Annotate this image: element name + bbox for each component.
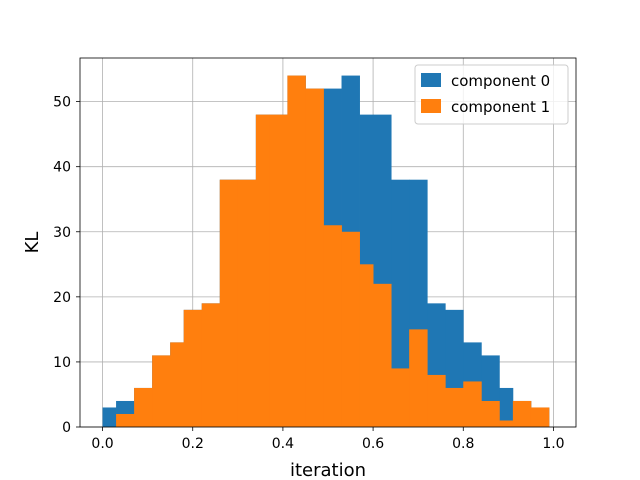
y-tick-label: 0 <box>62 420 71 436</box>
histogram-bar <box>116 413 135 427</box>
x-tick-label: 1.0 <box>542 436 564 452</box>
legend-label-component-0: component 0 <box>451 72 550 90</box>
histogram-bar <box>359 264 374 427</box>
y-tick-label: 10 <box>53 355 71 371</box>
y-tick-label: 40 <box>53 160 71 176</box>
histogram-bar <box>269 114 288 427</box>
legend: component 0 component 1 <box>414 64 569 125</box>
legend-swatch-component-0 <box>421 73 441 87</box>
histogram-bar <box>219 179 239 427</box>
histogram-bar <box>530 407 550 427</box>
legend-box <box>414 64 569 125</box>
histogram-bar <box>237 179 257 427</box>
histogram-bar <box>373 283 392 427</box>
x-tick-label: 0.8 <box>452 436 474 452</box>
histogram-bar <box>445 387 464 427</box>
histogram-bar <box>499 420 514 427</box>
histogram-bar <box>427 374 446 427</box>
histogram-bar <box>499 387 514 427</box>
axis-ticks: 0.0 0.2 0.4 0.6 0.8 1.0 0 10 20 30 40 50 <box>53 95 564 452</box>
series-component-1 <box>116 75 550 428</box>
legend-swatch-component-1 <box>421 99 441 113</box>
y-axis-label: KL <box>22 232 43 254</box>
x-tick-label: 0.6 <box>362 436 384 452</box>
histogram-bar <box>287 75 306 428</box>
histogram-bar <box>183 309 203 427</box>
histogram-bar <box>102 407 117 427</box>
histogram-bar <box>305 88 324 427</box>
y-tick-label: 20 <box>53 290 71 306</box>
y-tick-label: 30 <box>53 225 71 241</box>
histogram-bar <box>255 114 270 427</box>
histogram-bar <box>201 303 221 427</box>
histogram-bar <box>463 381 482 427</box>
histogram-bars <box>102 75 550 428</box>
y-tick-label: 50 <box>53 95 71 111</box>
histogram-bar <box>481 400 500 427</box>
plot-area-frame <box>79 57 577 428</box>
x-tick-label: 0.0 <box>91 436 113 452</box>
histogram-bar <box>152 355 171 427</box>
histogram-bar <box>409 329 428 427</box>
legend-label-component-1: component 1 <box>451 98 550 116</box>
histogram-bar <box>170 342 185 427</box>
x-tick-label: 0.4 <box>272 436 294 452</box>
x-axis-label: iteration <box>290 460 366 480</box>
histogram-bar <box>341 231 360 427</box>
histogram-bar <box>134 387 153 427</box>
x-tick-label: 0.2 <box>182 436 204 452</box>
histogram-bar <box>391 179 410 427</box>
histogram-bar <box>391 368 410 427</box>
histogram-bar <box>323 225 342 427</box>
histogram-bar <box>512 400 532 427</box>
